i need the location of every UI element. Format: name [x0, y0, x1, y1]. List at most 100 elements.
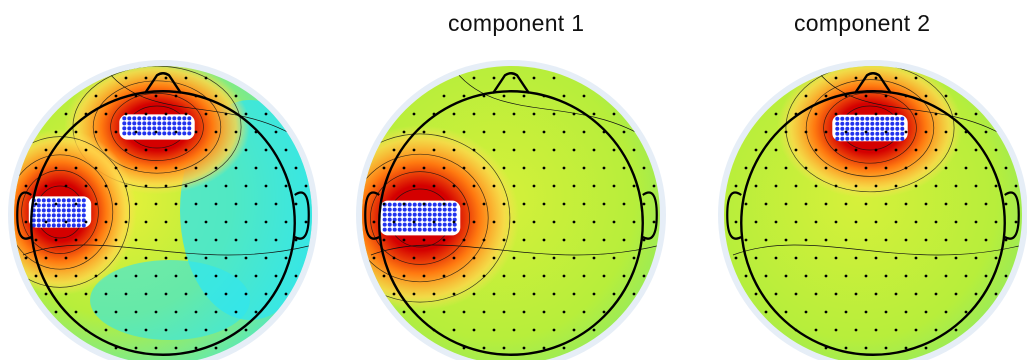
electrode-dot — [804, 130, 808, 134]
electrode-dot — [632, 184, 636, 188]
electrode-dot — [104, 148, 108, 152]
electrode-dot — [244, 148, 248, 152]
electrode-dot — [184, 112, 188, 116]
dipole-dot — [81, 203, 86, 208]
dipole-dot — [167, 116, 172, 121]
electrode-dot — [432, 220, 436, 224]
dipole-dot — [880, 116, 885, 121]
electrode-dot — [54, 130, 58, 134]
dipole-dot — [850, 116, 855, 121]
electrode-dot — [104, 220, 108, 224]
electrode-dot — [114, 130, 118, 134]
dipole-dot — [407, 202, 412, 207]
dipole-dot — [452, 207, 457, 212]
dipole-dot — [880, 131, 885, 136]
electrode-dot — [954, 112, 958, 116]
electrode-dot — [844, 202, 848, 206]
dipole-dot — [66, 208, 71, 213]
contour-line — [14, 154, 114, 270]
electrode-dot — [502, 202, 506, 206]
electrode-dot — [264, 292, 268, 296]
electrode-dot — [244, 112, 248, 116]
dipole-dot — [447, 207, 452, 212]
electrode-dot — [1014, 220, 1018, 224]
electrode-dot — [814, 220, 818, 224]
nose-outline — [492, 72, 530, 94]
electrode-dot — [904, 346, 908, 350]
electrode-dot — [924, 238, 928, 242]
electrode-dot — [184, 76, 188, 80]
contour-line — [102, 66, 294, 136]
electrode-dot — [522, 202, 526, 206]
electrode-dot — [184, 256, 188, 260]
electrode-dot — [482, 238, 486, 242]
electrode-dot — [914, 292, 918, 296]
electrode-dot — [54, 238, 58, 242]
electrode-dot — [164, 292, 168, 296]
electrode-dot — [144, 328, 148, 332]
electrode-dot — [572, 256, 576, 260]
electrode-dot — [392, 292, 396, 296]
electrode-dot — [864, 274, 868, 278]
dipole-dot — [452, 202, 457, 207]
electrode-dot — [244, 184, 248, 188]
electrode-dot — [734, 184, 738, 188]
electrode-dot — [422, 274, 426, 278]
right-ear-outline — [1004, 191, 1020, 240]
electrode-dot — [964, 238, 968, 242]
electrode-dot — [834, 256, 838, 260]
dipole-dot — [417, 217, 422, 222]
dipole-dot — [417, 202, 422, 207]
electrode-dot — [164, 220, 168, 224]
electrode-dot — [382, 166, 386, 170]
electrode-dot — [512, 328, 516, 332]
electrode-dot — [34, 166, 38, 170]
electrode-dot — [974, 184, 978, 188]
electrode-dot — [134, 238, 138, 242]
electrode-dot — [522, 94, 526, 98]
electrode-dot — [224, 184, 228, 188]
electrode-dot — [814, 184, 818, 188]
electrode-dot — [874, 112, 878, 116]
electrode-dot — [274, 130, 278, 134]
electrode-dot — [562, 130, 566, 134]
dipole-dot — [895, 131, 900, 136]
dipole-dot — [845, 126, 850, 131]
dipole-dot — [387, 217, 392, 222]
electrode-dot — [442, 166, 446, 170]
dipole-dot — [187, 121, 192, 126]
electrode-dot — [204, 292, 208, 296]
contour-line — [370, 244, 660, 256]
electrode-dot — [254, 310, 258, 314]
electrode-dot — [1004, 238, 1008, 242]
electrode-dot — [422, 238, 426, 242]
electrode-dot — [884, 202, 888, 206]
electrode-dot — [592, 220, 596, 224]
electrode-dot — [412, 256, 416, 260]
electrode-dot — [884, 238, 888, 242]
electrode-dot — [194, 130, 198, 134]
electrode-dot — [254, 238, 258, 242]
electrode-dot — [234, 238, 238, 242]
dipole-dot — [850, 136, 855, 141]
right-ear-outline — [642, 191, 658, 240]
electrode-dot — [492, 292, 496, 296]
dipole-dot — [36, 218, 41, 223]
electrode-dot — [934, 112, 938, 116]
electrode-dot — [502, 346, 506, 350]
dipole-dot — [397, 227, 402, 232]
dipole-dot — [845, 116, 850, 121]
dipole-dot — [442, 207, 447, 212]
electrode-dot — [612, 292, 616, 296]
electrode-dot — [834, 112, 838, 116]
electrode-dot — [914, 256, 918, 260]
dipole-dot — [172, 116, 177, 121]
electrode-dot — [884, 310, 888, 314]
electrode-dot — [522, 310, 526, 314]
dipole-dot — [76, 203, 81, 208]
electrode-dot — [804, 274, 808, 278]
electrode-dot — [124, 112, 128, 116]
dipole-dot — [66, 218, 71, 223]
electrode-dot — [472, 328, 476, 332]
dipole-dot — [182, 126, 187, 131]
